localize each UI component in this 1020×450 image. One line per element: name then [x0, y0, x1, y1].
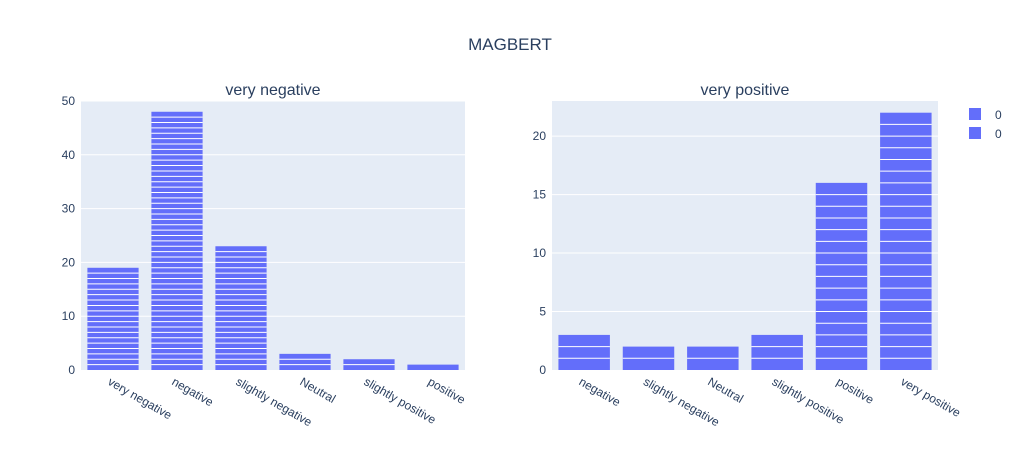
bar-fill	[407, 364, 459, 370]
bar[interactable]	[343, 359, 395, 370]
x-tick-label: very negative	[106, 374, 175, 422]
bar[interactable]	[687, 346, 739, 370]
bar[interactable]	[751, 334, 803, 370]
gridlines	[81, 100, 465, 317]
bar[interactable]	[880, 112, 932, 371]
subplot-title: very negative	[225, 82, 320, 99]
bar[interactable]	[407, 364, 459, 370]
y-tick-labels: 0 10 20 30 40 50	[62, 94, 76, 377]
bar-fill	[751, 334, 803, 370]
x-tick-label: negative	[170, 374, 217, 409]
bar[interactable]	[151, 111, 203, 370]
bar[interactable]	[215, 246, 267, 370]
y-tick-label: 15	[533, 188, 547, 202]
y-tick-label: 5	[539, 305, 546, 319]
bars	[558, 112, 932, 371]
x-tick-label: slightly positive	[770, 374, 847, 427]
legend-label: 0	[995, 108, 1002, 122]
gridlines	[552, 135, 938, 313]
bar-fill	[87, 267, 139, 370]
y-tick-label: 40	[62, 148, 76, 162]
y-tick-label: 50	[62, 94, 76, 108]
bars	[87, 111, 459, 370]
legend[interactable]: 0 0	[969, 108, 1002, 141]
legend-item[interactable]: 0	[969, 108, 1002, 122]
x-tick-label: positive	[426, 374, 469, 407]
y-tick-label: 0	[68, 363, 75, 377]
x-tick-label: positive	[834, 374, 877, 407]
legend-item[interactable]: 0	[969, 127, 1002, 141]
y-tick-label: 0	[539, 363, 546, 377]
plot-area	[552, 101, 938, 370]
bar[interactable]	[279, 353, 331, 370]
x-tick-label: very positive	[898, 374, 963, 420]
bar[interactable]	[622, 346, 675, 370]
bar-fill	[279, 353, 331, 370]
y-tick-label: 10	[533, 246, 547, 260]
bar[interactable]	[815, 182, 868, 370]
x-tick-label: negative	[577, 374, 624, 409]
plot-area	[81, 101, 465, 370]
x-tick-label: Neutral	[705, 374, 746, 405]
y-tick-label: 10	[62, 309, 76, 323]
legend-label: 0	[995, 127, 1002, 141]
y-tick-label: 20	[62, 255, 76, 269]
legend-swatch	[969, 108, 981, 120]
bar[interactable]	[558, 334, 610, 370]
bar[interactable]	[87, 267, 139, 370]
y-tick-label: 20	[533, 129, 547, 143]
bar-fill	[215, 246, 267, 370]
y-tick-labels: 0 5 10 15 20	[533, 129, 547, 377]
x-tick-label: Neutral	[298, 374, 339, 405]
bar-fill	[558, 334, 610, 370]
subplot-title: very positive	[701, 82, 790, 99]
figure-title: MAGBERT	[468, 35, 552, 54]
y-tick-label: 30	[62, 202, 76, 216]
legend-swatch	[969, 127, 981, 139]
